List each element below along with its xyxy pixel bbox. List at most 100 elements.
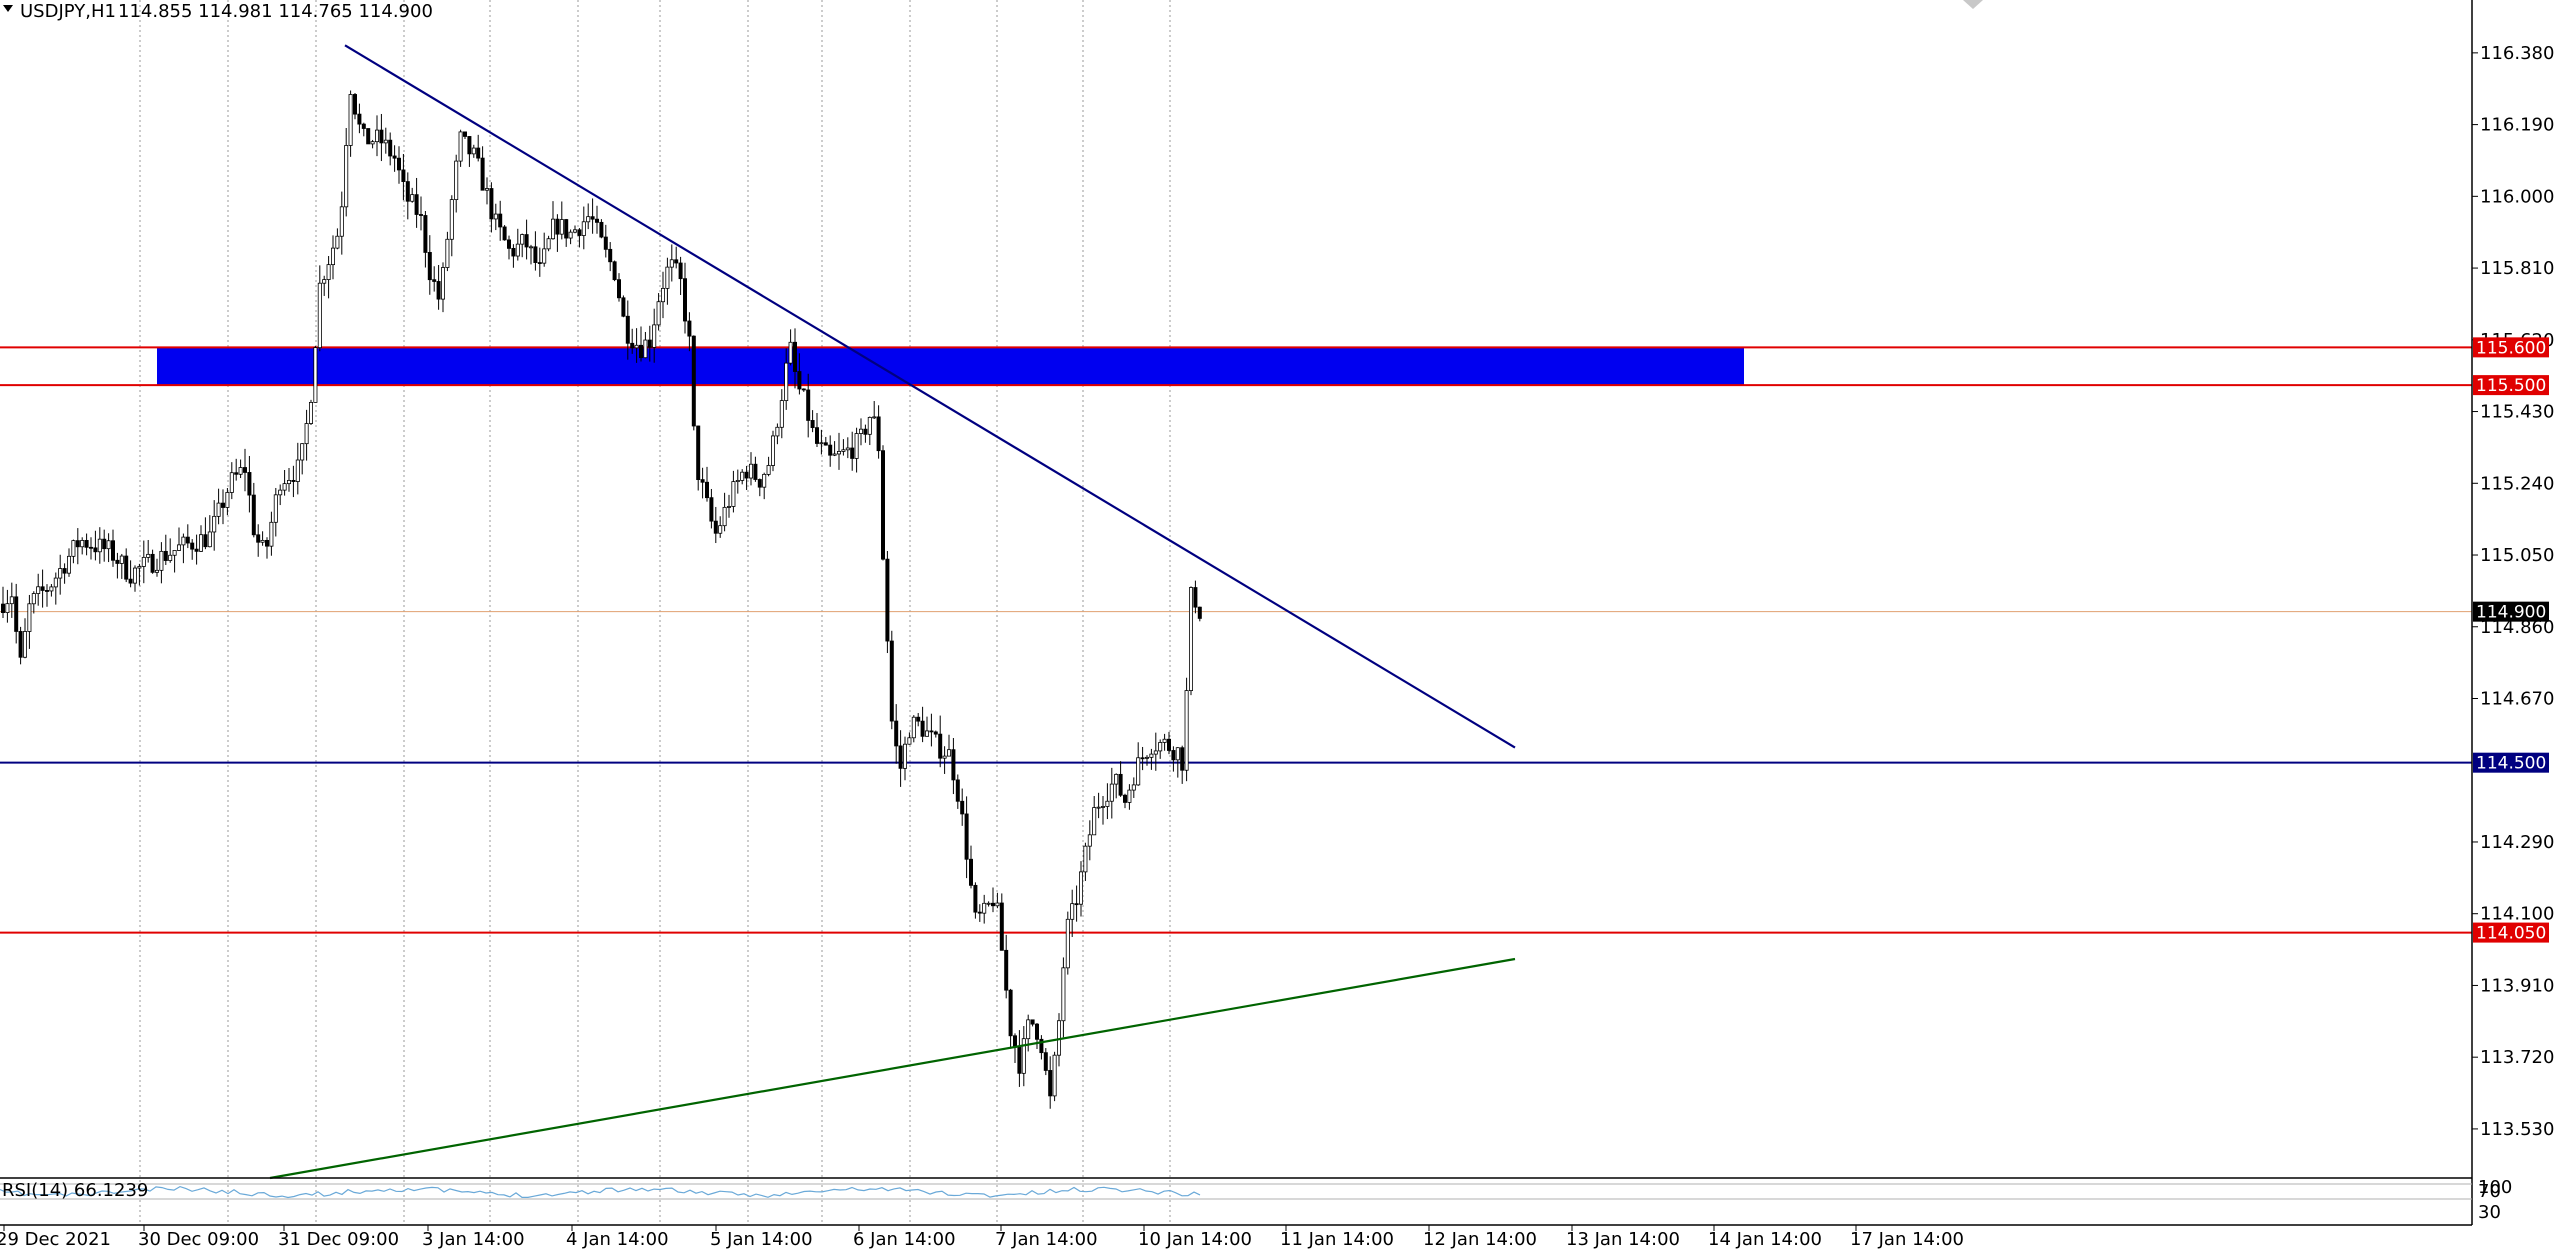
candle-body-91 <box>401 169 406 182</box>
candle-body-251 <box>1105 800 1110 807</box>
scroll-shift-icon[interactable] <box>1963 0 1983 9</box>
candle-body-175 <box>771 435 776 466</box>
candle-body-195 <box>859 428 864 434</box>
candle-body-0 <box>0 603 6 613</box>
candle-body-52 <box>229 472 234 493</box>
candle-body-38 <box>168 554 173 561</box>
y-tick-label-2: 116.000 <box>2480 186 2554 207</box>
candle-body-176 <box>775 426 780 437</box>
candle-body-257 <box>1131 784 1136 791</box>
current-price-label: 114.900 <box>2476 603 2546 623</box>
candle-body-258 <box>1136 757 1141 786</box>
candle-body-241 <box>1061 967 1066 1022</box>
candle-body-77 <box>339 206 344 237</box>
candle-body-66 <box>291 479 296 482</box>
candle-body-238 <box>1048 1070 1053 1097</box>
candle-body-144 <box>634 344 639 349</box>
candle-body-242 <box>1065 918 1070 969</box>
candle-body-14 <box>62 568 67 574</box>
candle-body-129 <box>568 231 573 239</box>
y-tick-label-13: 113.720 <box>2480 1047 2554 1068</box>
candle-body-40 <box>176 544 181 551</box>
candle-body-22 <box>97 538 102 553</box>
candle-body-182 <box>801 388 806 391</box>
candle-body-73 <box>322 279 327 284</box>
candle-body-272 <box>1197 606 1202 619</box>
candle-body-71 <box>313 347 318 403</box>
candle-body-174 <box>766 465 771 475</box>
candle-body-162 <box>713 520 718 534</box>
candle-body-222 <box>977 911 982 914</box>
candle-body-252 <box>1109 783 1114 802</box>
candle-body-89 <box>392 155 397 159</box>
candle-body-5 <box>22 631 27 658</box>
candle-body-16 <box>71 540 76 557</box>
candle-body-120 <box>529 246 534 249</box>
candle-body-75 <box>330 247 335 266</box>
zone-layer <box>157 347 1744 386</box>
candle-body-96 <box>423 215 428 253</box>
candle-body-93 <box>410 194 415 202</box>
candle-body-214 <box>942 755 947 759</box>
candle-body-230 <box>1013 1035 1018 1048</box>
candle-body-236 <box>1039 1038 1044 1054</box>
time-axis[interactable]: 29 Dec 2021 30 Dec 09:00 31 Dec 09:00 3 Jan… <box>0 1225 1964 1249</box>
candle-body-156 <box>687 320 692 337</box>
candle-body-183 <box>806 389 811 421</box>
candle-body-206 <box>907 737 912 745</box>
candle-body-194 <box>854 433 859 459</box>
candle-body-36 <box>159 550 164 571</box>
candle-body-27 <box>119 555 124 564</box>
candle-body-67 <box>295 459 300 482</box>
candle-body-70 <box>308 401 313 424</box>
candle-body-198 <box>872 416 877 419</box>
candle-body-11 <box>49 586 54 592</box>
candle-body-244 <box>1074 903 1079 906</box>
y-tick-label-7: 115.050 <box>2480 545 2554 566</box>
candle-body-215 <box>947 749 952 757</box>
candle-body-185 <box>815 427 820 444</box>
candle-body-212 <box>933 731 938 735</box>
level-tag-label-1: 115.500 <box>2476 376 2546 396</box>
candle-body-213 <box>938 733 943 759</box>
candle-body-253 <box>1114 773 1119 785</box>
candle-body-235 <box>1035 1023 1040 1040</box>
candle-body-247 <box>1087 834 1092 847</box>
candle-body-139 <box>612 261 617 281</box>
candle-body-102 <box>449 199 454 240</box>
candle-body-122 <box>537 262 542 264</box>
candle-body-232 <box>1021 1038 1026 1074</box>
candle-body-82 <box>361 123 366 129</box>
candle-body-13 <box>58 568 63 579</box>
candle-body-31 <box>137 566 142 569</box>
candle-body-179 <box>788 341 793 364</box>
candle-body-117 <box>515 243 520 257</box>
candle-body-69 <box>304 423 309 445</box>
candle-body-228 <box>1004 949 1009 991</box>
rsi-tick-70: 70 <box>2478 1181 2501 1202</box>
candle-body-105 <box>462 131 467 137</box>
candle-body-127 <box>559 219 564 235</box>
candle-body-263 <box>1158 742 1163 752</box>
candle-body-63 <box>278 489 283 496</box>
candle-body-3 <box>14 596 19 632</box>
candle-body-92 <box>405 181 410 202</box>
candle-body-85 <box>374 129 379 143</box>
candle-body-130 <box>573 229 578 233</box>
candle-body-227 <box>999 902 1004 951</box>
candle-body-133 <box>586 216 591 223</box>
candle-body-56 <box>247 472 252 496</box>
candle-body-264 <box>1162 738 1167 743</box>
dropdown-triangle-icon[interactable] <box>3 5 13 12</box>
level-tag-label-0: 115.600 <box>2476 338 2546 358</box>
candle-body-171 <box>753 463 758 480</box>
x-tick-label-5: 5 Jan 14:00 <box>710 1229 813 1249</box>
candle-body-259 <box>1140 757 1145 760</box>
candle-body-163 <box>718 525 723 534</box>
x-tick-label-7: 7 Jan 14:00 <box>995 1229 1098 1249</box>
candle-body-189 <box>832 453 837 456</box>
candle-body-87 <box>383 139 388 144</box>
candle-body-132 <box>581 221 586 236</box>
candle-body-237 <box>1043 1052 1048 1071</box>
